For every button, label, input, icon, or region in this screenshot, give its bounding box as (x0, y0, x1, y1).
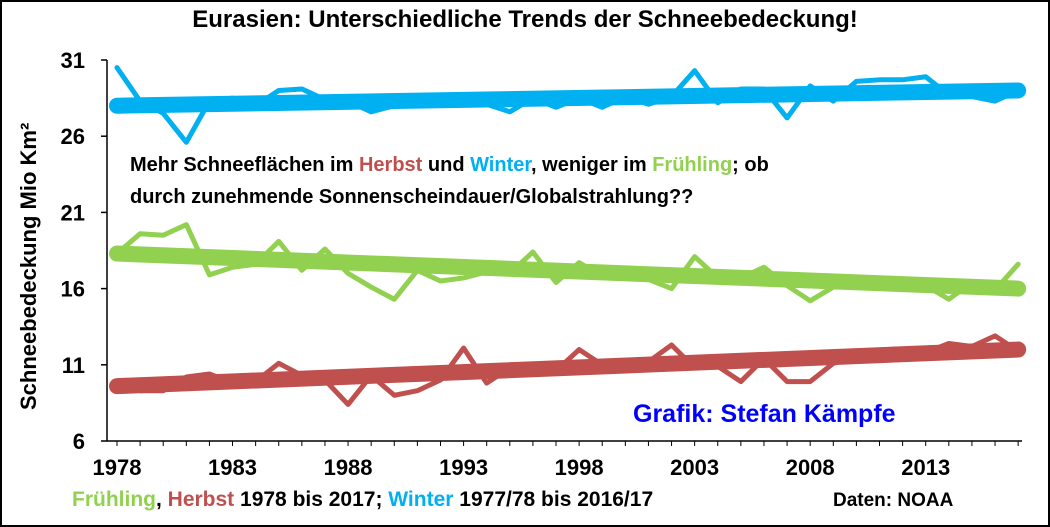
y-tick-label: 16 (61, 277, 85, 302)
x-tick-label: 1998 (555, 455, 604, 480)
x-tick-label: 1993 (439, 455, 488, 480)
footer-winter: Winter (388, 488, 454, 511)
footer-mid: 1978 bis 2017; (234, 488, 389, 511)
y-axis-label: Schneebedeckung Mio Km² (16, 122, 41, 410)
source-text: Daten: NOAA (833, 490, 954, 511)
trend-line-herbst (109, 341, 1027, 395)
y-tick-label: 21 (61, 200, 85, 225)
y-tick-label: 6 (73, 429, 85, 454)
chart-title: Eurasien: Unterschiedliche Trends der Sc… (192, 6, 858, 33)
annotation-text: Mehr Schneeflächen im Herbst und Winter,… (130, 149, 769, 213)
trend-line-winter (109, 82, 1027, 114)
y-tick-label: 11 (62, 353, 85, 378)
annotation-part-1: Mehr Schneeflächen im (130, 154, 359, 176)
trend-line-fruehling (109, 245, 1027, 297)
annotation-winter: Winter (470, 154, 532, 176)
x-tick-label: 2003 (670, 455, 719, 480)
footer-herbst: Herbst (167, 488, 235, 511)
y-tick-label: 26 (61, 124, 85, 149)
annotation-part-2: und (422, 154, 471, 176)
footer-text: Frühling, Herbst 1978 bis 2017; Winter 1… (72, 488, 653, 512)
annotation-fruehling: Frühling (652, 154, 733, 176)
footer-sep: , (155, 488, 168, 511)
x-tick-label: 2013 (901, 455, 950, 480)
annotation-line-2: durch zunehmende Sonnenscheindauer/Globa… (130, 186, 694, 208)
annotation-herbst: Herbst (358, 154, 423, 176)
annotation-part-4: ; ob (732, 154, 769, 176)
annotation-line-1: Mehr Schneeflächen im Herbst und Winter,… (130, 149, 769, 181)
x-tick-label: 1978 (93, 455, 142, 480)
y-tick-label: 31 (61, 48, 85, 73)
x-tick-label: 1983 (208, 455, 257, 480)
footer-end: 1977/78 bis 2016/17 (453, 488, 654, 511)
credit-text: Grafik: Stefan Kämpfe (633, 400, 896, 428)
annotation-part-3: , weniger im (531, 154, 653, 176)
x-tick-label: 1988 (324, 455, 373, 480)
footer-fruehling: Frühling (72, 488, 156, 511)
x-tick-label: 2008 (786, 455, 835, 480)
